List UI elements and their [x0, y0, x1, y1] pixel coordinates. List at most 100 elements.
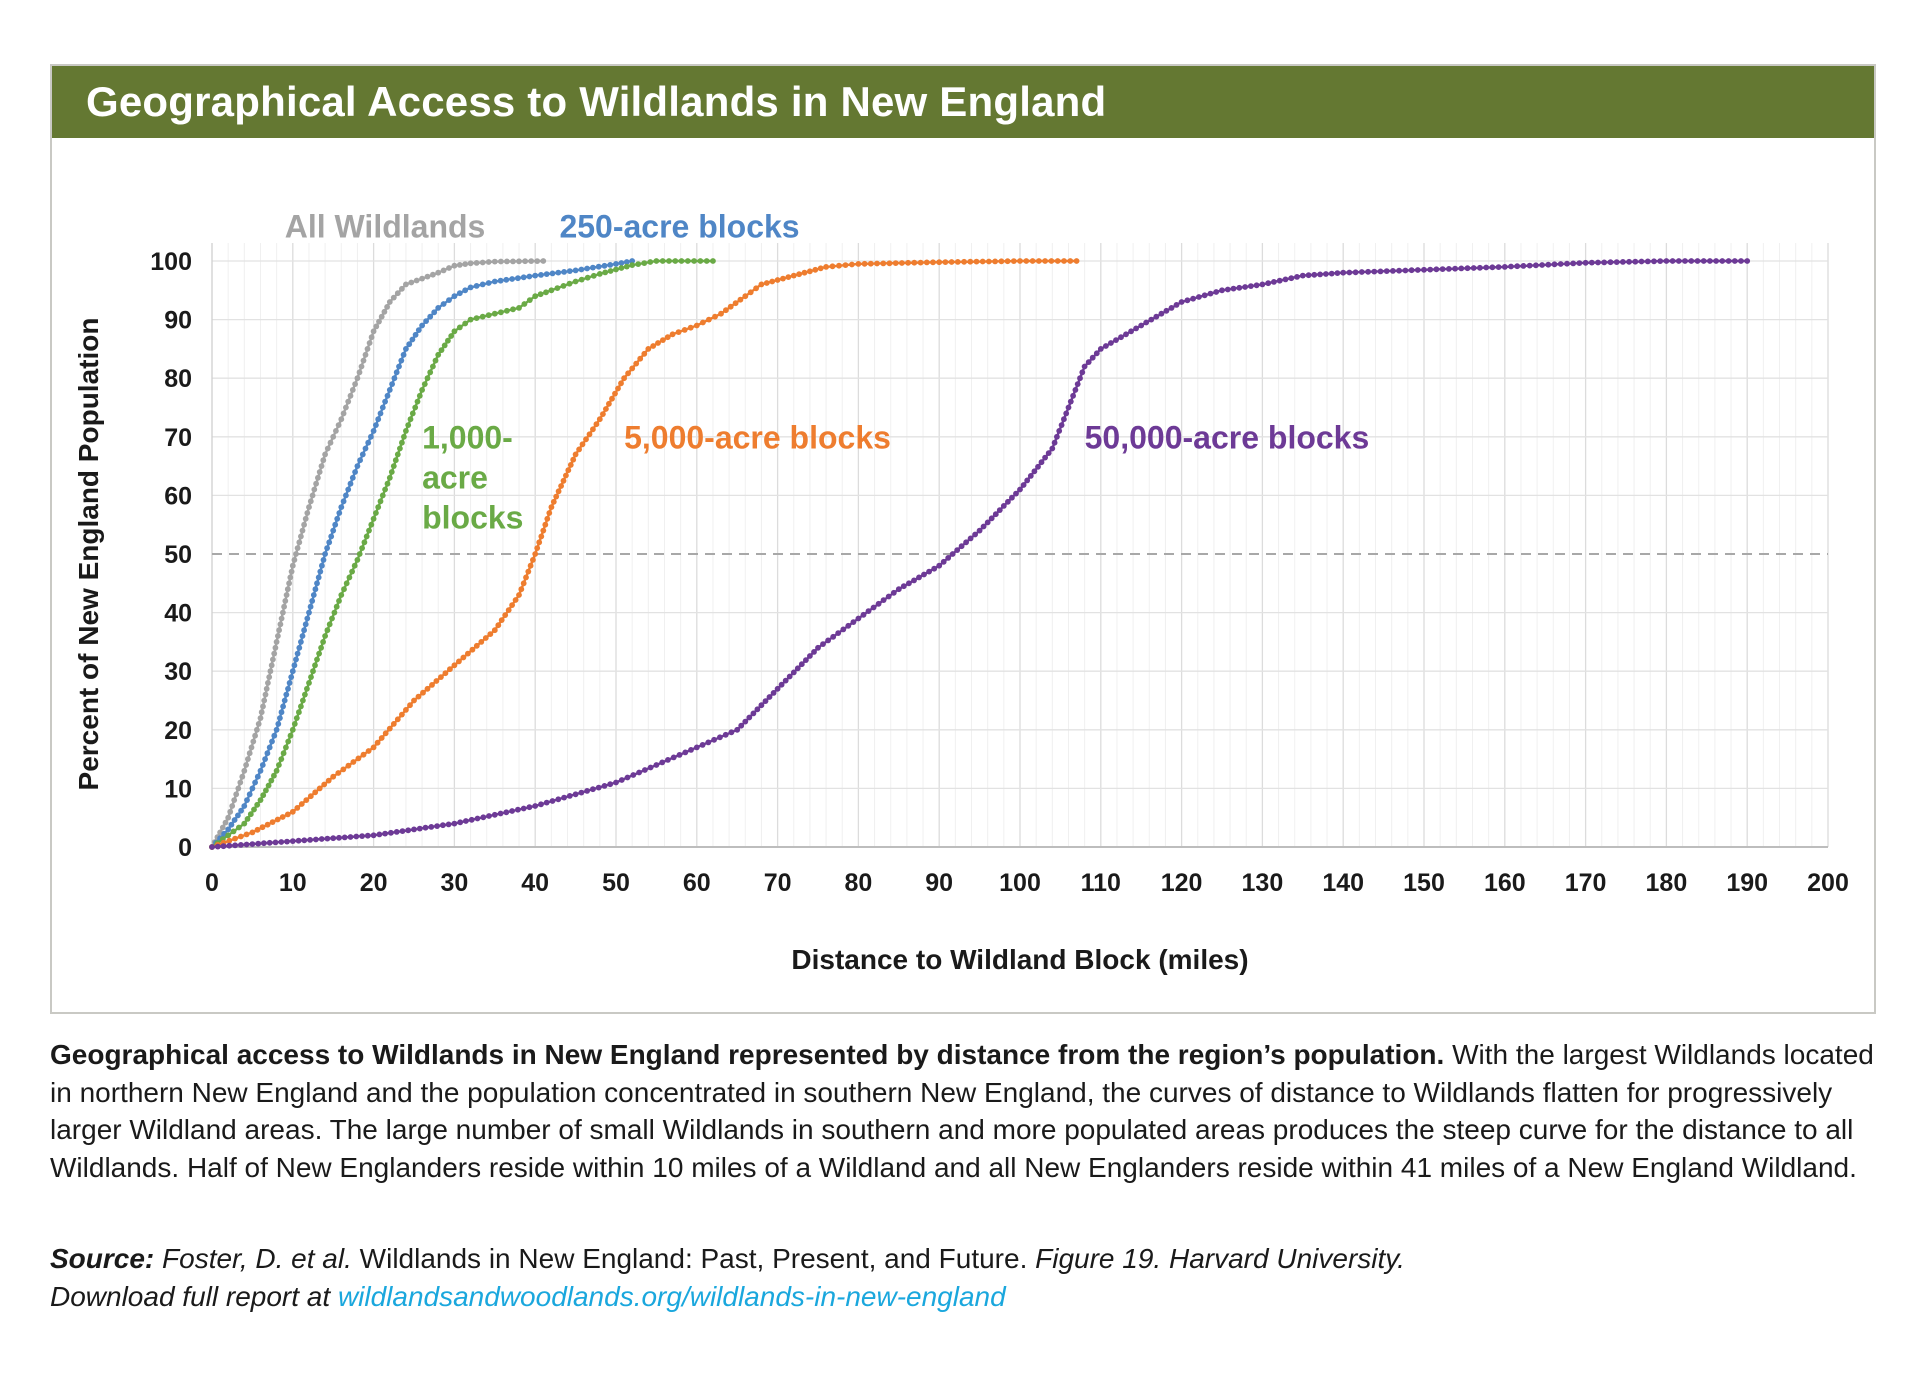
- data-point: [314, 580, 320, 587]
- data-point: [252, 779, 258, 786]
- source-download: Download full report at: [50, 1281, 338, 1312]
- data-point: [364, 346, 371, 352]
- data-point: [1108, 340, 1114, 346]
- data-point: [336, 510, 343, 516]
- data-point: [570, 456, 577, 463]
- x-tick-label: 50: [602, 869, 630, 897]
- data-point: [266, 674, 273, 680]
- data-point: [324, 835, 331, 842]
- data-point: [299, 633, 306, 639]
- data-point: [1248, 283, 1254, 289]
- data-point: [633, 360, 640, 367]
- data-point: [870, 604, 877, 611]
- data-point: [785, 274, 792, 280]
- data-point: [350, 759, 357, 765]
- data-point: [352, 469, 358, 475]
- data-point: [220, 843, 227, 850]
- data-point: [345, 762, 352, 769]
- data-point: [491, 627, 498, 634]
- data-point: [880, 597, 887, 603]
- data-point: [295, 837, 302, 844]
- data-point: [446, 297, 452, 303]
- data-point: [378, 735, 385, 741]
- data-point: [280, 703, 286, 710]
- data-point: [456, 262, 463, 268]
- data-point: [283, 691, 290, 698]
- data-point: [445, 337, 451, 344]
- data-point: [249, 785, 256, 792]
- data-point: [906, 580, 912, 587]
- report-link[interactable]: wildlandsandwoodlands.org/wildlands-in-n…: [337, 1281, 1006, 1312]
- data-point: [269, 738, 275, 745]
- data-point: [830, 633, 837, 640]
- data-point: [550, 498, 557, 505]
- data-point: [1421, 266, 1427, 273]
- y-tick-label: 20: [164, 717, 192, 745]
- data-point: [566, 268, 573, 274]
- data-point: [1048, 258, 1055, 264]
- data-point: [303, 797, 310, 803]
- data-point: [623, 263, 630, 270]
- data-point: [1070, 392, 1076, 399]
- data-point: [505, 607, 512, 613]
- data-point: [251, 806, 257, 813]
- data-point: [1358, 269, 1365, 275]
- data-point: [296, 644, 303, 651]
- data-point: [393, 829, 400, 835]
- data-point: [1023, 258, 1030, 264]
- data-point: [1390, 268, 1396, 274]
- data-point: [273, 726, 280, 733]
- data-point: [302, 691, 308, 698]
- data-point: [377, 498, 384, 505]
- data-point: [504, 307, 510, 314]
- data-point: [895, 586, 902, 593]
- data-point: [936, 562, 943, 569]
- data-point: [1236, 284, 1243, 291]
- data-point: [238, 807, 245, 814]
- data-point: [438, 347, 445, 353]
- data-point: [370, 328, 377, 335]
- data-point: [532, 293, 539, 300]
- data-point: [590, 264, 596, 271]
- data-point: [398, 357, 405, 364]
- data-point: [1632, 258, 1639, 265]
- data-point: [359, 833, 365, 839]
- data-point: [495, 622, 502, 629]
- data-point: [1058, 422, 1065, 428]
- data-point: [553, 493, 560, 500]
- data-point: [316, 650, 322, 657]
- data-point: [526, 804, 533, 811]
- data-point: [486, 813, 492, 819]
- data-point: [294, 650, 301, 657]
- data-point: [543, 799, 550, 806]
- series-label: 5,000-acre blocks: [624, 420, 891, 456]
- data-point: [420, 689, 426, 696]
- data-point: [1054, 433, 1060, 440]
- data-point: [487, 631, 494, 637]
- grid: [211, 243, 1829, 848]
- data-point: [1520, 263, 1527, 269]
- data-point: [274, 816, 281, 823]
- data-point: [424, 685, 431, 692]
- data-point: [867, 260, 874, 267]
- data-point: [712, 313, 718, 320]
- data-point: [373, 422, 379, 428]
- data-point: [266, 839, 273, 846]
- data-point: [746, 714, 753, 721]
- data-point: [317, 568, 324, 575]
- data-point: [236, 824, 242, 831]
- data-point: [945, 555, 952, 561]
- data-point: [428, 824, 435, 830]
- data-point: [382, 730, 389, 737]
- data-point: [397, 445, 403, 452]
- data-point: [394, 716, 401, 723]
- data-point: [1085, 359, 1092, 365]
- data-point: [315, 474, 321, 481]
- data-point: [260, 703, 266, 710]
- data-point: [435, 305, 442, 311]
- data-point: [384, 480, 391, 487]
- data-point: [665, 757, 671, 763]
- data-point: [351, 562, 358, 569]
- data-point: [396, 363, 402, 370]
- data-point: [1061, 258, 1067, 264]
